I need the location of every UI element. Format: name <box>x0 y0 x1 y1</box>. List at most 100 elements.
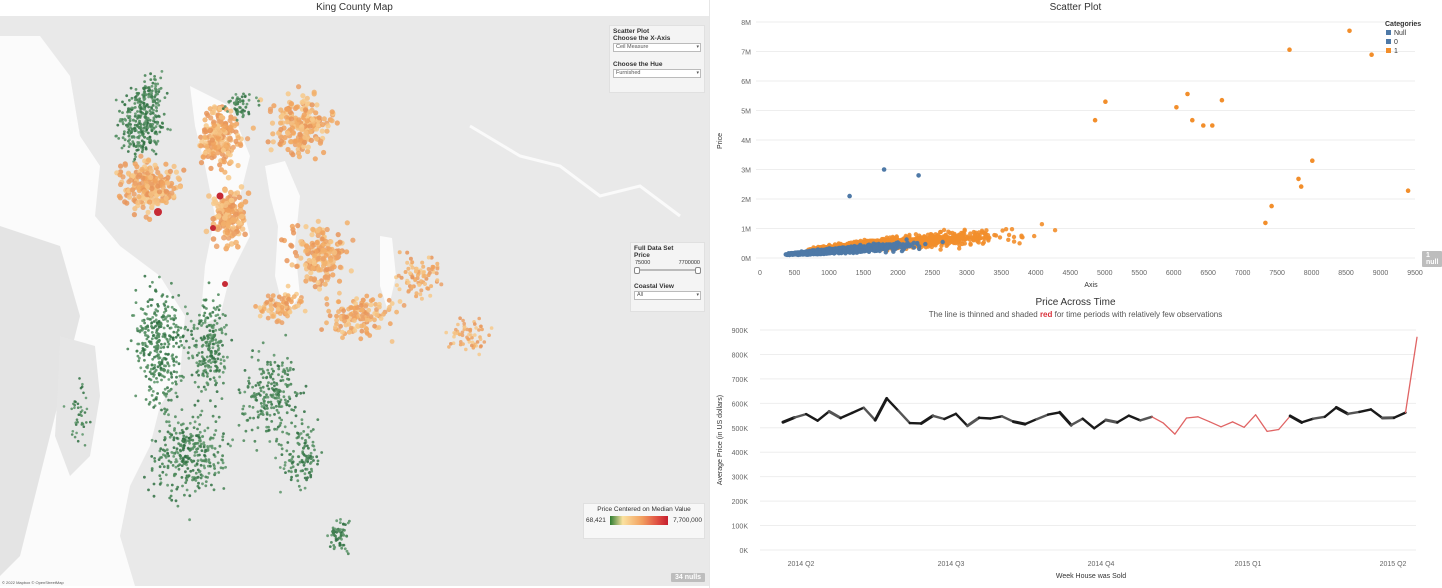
house-dot <box>180 460 184 463</box>
hue-select[interactable]: Furnished <box>613 69 701 78</box>
scatter-plot[interactable]: 0 500 1000 1500 2000 2500 3000 3500 4000 4500 5000… <box>710 14 1442 292</box>
house-dot <box>222 123 228 130</box>
house-dot <box>209 137 215 143</box>
house-dot <box>399 275 404 280</box>
coastal-view-select[interactable]: All <box>634 291 701 300</box>
house-dot <box>168 389 172 392</box>
house-dot <box>334 313 339 319</box>
house-dot <box>217 415 221 419</box>
house-dot <box>221 438 225 442</box>
house-dot <box>410 275 415 280</box>
house-dot <box>251 349 255 352</box>
house-dot <box>305 433 309 437</box>
house-dot <box>204 388 208 391</box>
house-dot <box>309 429 313 433</box>
house-dot <box>162 311 166 314</box>
house-dot <box>140 130 144 134</box>
house-dot <box>207 281 211 285</box>
house-dot <box>266 395 270 399</box>
house-dot <box>148 174 154 180</box>
house-dot <box>378 316 384 321</box>
house-dot <box>359 307 365 313</box>
house-dot <box>164 317 167 321</box>
house-dot <box>221 454 225 458</box>
house-dot <box>132 206 138 212</box>
house-dot <box>185 435 188 439</box>
house-dot <box>149 367 153 371</box>
house-dot <box>264 429 268 433</box>
house-dot <box>234 190 241 196</box>
house-dot <box>319 327 324 332</box>
house-dot <box>255 96 258 100</box>
house-dot <box>157 353 160 357</box>
house-dot <box>279 296 285 302</box>
house-dot <box>155 350 159 354</box>
price-legend: Price Centered on Median Value 68,421 7,… <box>583 503 705 539</box>
house-dot <box>208 115 214 121</box>
house-dot <box>291 465 295 469</box>
house-dot <box>148 168 154 174</box>
house-dot <box>282 467 286 470</box>
scatter-point-furnished <box>947 236 953 241</box>
xaxis-select[interactable]: Ceil Measure <box>613 43 701 52</box>
house-dot <box>127 98 131 102</box>
scatter-point-furnished <box>854 240 860 245</box>
house-dot <box>128 142 132 145</box>
house-dot <box>151 316 155 319</box>
house-dot <box>296 142 302 148</box>
house-dot <box>148 191 154 197</box>
house-dot <box>219 340 223 343</box>
house-dot <box>171 163 177 169</box>
map-nulls-badge[interactable]: 34 nulls <box>671 573 706 582</box>
house-dot <box>156 365 160 369</box>
house-dot <box>169 128 172 132</box>
house-dot <box>82 391 85 395</box>
house-dot <box>296 479 300 483</box>
house-dot <box>158 474 162 477</box>
house-dot <box>355 323 360 329</box>
house-dot <box>328 257 334 263</box>
king-county-map[interactable] <box>0 16 709 586</box>
house-dot <box>372 317 377 323</box>
house-dot <box>276 425 280 429</box>
house-dot <box>269 363 273 366</box>
house-dot <box>137 114 141 118</box>
house-dot <box>149 351 152 354</box>
house-dot <box>213 369 217 373</box>
house-dot <box>181 431 185 435</box>
house-dot <box>289 120 295 126</box>
price-slider-min-handle[interactable] <box>634 267 640 274</box>
house-dot <box>154 368 158 372</box>
house-dot <box>456 322 460 327</box>
house-dot <box>291 294 297 299</box>
house-dot <box>154 84 158 88</box>
house-dot <box>85 421 88 424</box>
house-dot <box>230 225 237 231</box>
house-dot <box>311 276 318 282</box>
scatter-point-furnished <box>976 240 981 245</box>
house-dot <box>176 451 180 455</box>
house-dot <box>308 270 314 276</box>
house-dot <box>340 546 344 550</box>
house-dot <box>420 260 425 265</box>
house-dot <box>322 281 328 287</box>
house-dot <box>266 360 269 364</box>
price-range-slider[interactable] <box>636 269 699 271</box>
house-dot <box>161 122 165 125</box>
scatter-point-furnished <box>941 227 947 233</box>
house-dot <box>283 461 287 464</box>
house-dot <box>270 367 274 371</box>
house-dot <box>193 403 197 407</box>
house-dot <box>270 372 274 376</box>
house-dot <box>187 457 190 461</box>
house-dot <box>217 308 221 312</box>
house-dot <box>226 442 230 446</box>
house-dot <box>169 460 173 464</box>
house-dot <box>155 92 158 96</box>
house-dot <box>196 459 200 462</box>
house-dot <box>171 357 175 361</box>
price-slider-max-handle[interactable] <box>695 267 701 274</box>
house-dot <box>302 139 308 145</box>
house-dot <box>280 418 283 422</box>
house-dot <box>285 283 291 289</box>
